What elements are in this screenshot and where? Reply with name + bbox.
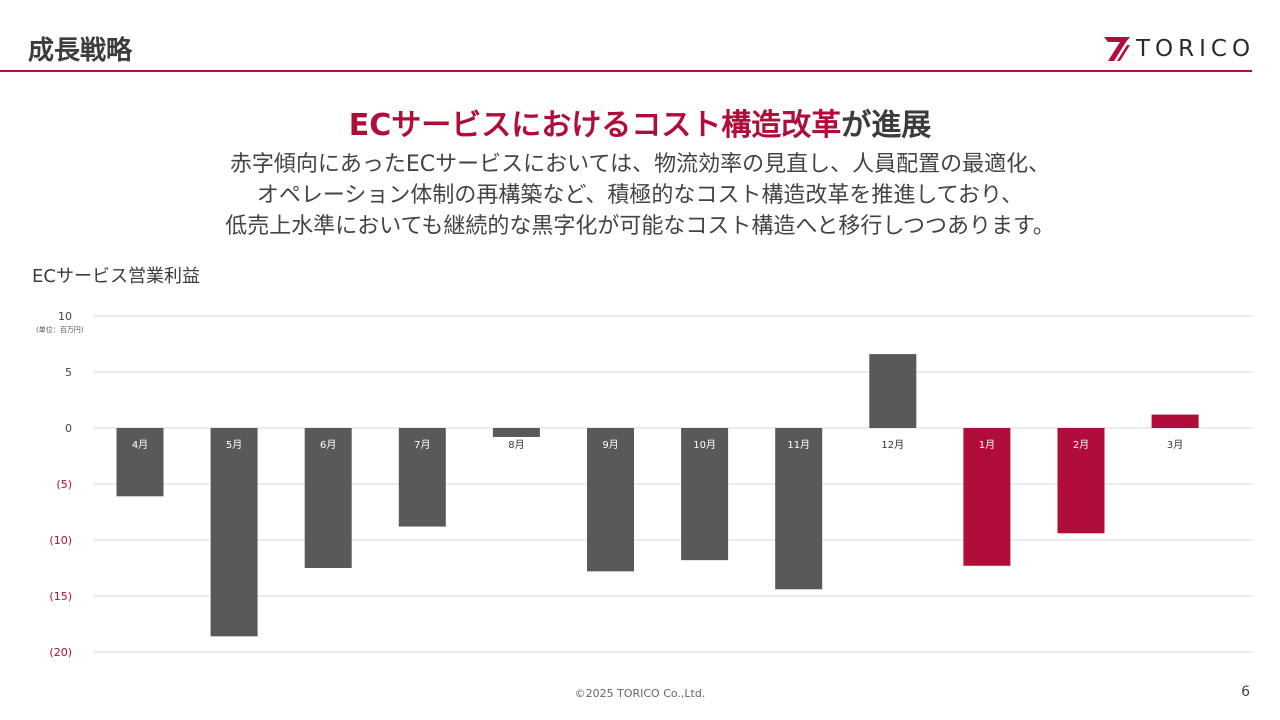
- lead-line: オペレーション体制の再構築など、積極的なコスト構造改革を推進しており、: [256, 183, 1024, 208]
- x-tick-label: 8月: [508, 439, 524, 451]
- y-tick-label: 5: [65, 366, 72, 379]
- x-tick-label: 6月: [320, 439, 336, 451]
- x-tick-label: 3月: [1167, 439, 1183, 451]
- bar: [775, 428, 823, 590]
- logo-text: TORICO: [1136, 36, 1256, 62]
- bar: [1151, 414, 1199, 428]
- footer-copyright: ©2025 TORICO Co.,Ltd.: [574, 687, 706, 700]
- x-tick-label: 4月: [132, 439, 148, 451]
- bar: [681, 428, 729, 561]
- torico-logo: TORICO: [1104, 36, 1255, 62]
- headline: ECサービスにおけるコスト構造改革が進展: [0, 100, 1280, 144]
- bar: [587, 428, 634, 572]
- bar: [398, 428, 446, 527]
- x-tick-label: 5月: [226, 439, 242, 451]
- lead-line: 低売上水準においても継続的な黒字化が可能なコスト構造へと移行しつつあります。: [225, 214, 1055, 239]
- bar: [116, 428, 164, 497]
- x-tick-label: 12月: [881, 439, 904, 451]
- chart-title: ECサービス営業利益: [32, 266, 200, 287]
- header-divider: [0, 70, 1252, 72]
- lead-text: 赤字傾向にあったECサービスにおいては、物流効率の見直し、人員配置の最適化、 オ…: [0, 149, 1280, 242]
- y-tick-label: (15): [49, 590, 72, 603]
- bar: [210, 428, 258, 637]
- logo-mark-icon: [1104, 37, 1130, 61]
- y-tick-label: 10: [58, 310, 72, 323]
- bar: [869, 354, 917, 428]
- bar: [1057, 428, 1105, 534]
- headline-tail: が進展: [841, 108, 932, 143]
- x-tick-label: 10月: [693, 439, 716, 451]
- page-title: 成長戦略: [28, 36, 133, 66]
- page-number: 6: [1241, 684, 1250, 700]
- x-tick-label: 11月: [787, 439, 810, 451]
- bar: [492, 428, 540, 437]
- x-tick-label: 9月: [602, 439, 618, 451]
- lead-line: 赤字傾向にあったECサービスにおいては、物流効率の見直し、人員配置の最適化、: [229, 152, 1051, 177]
- bar: [304, 428, 352, 568]
- y-tick-label: (5): [56, 478, 72, 491]
- headline-accent: ECサービスにおけるコスト構造改革: [348, 108, 842, 143]
- chart-unit-label: (単位：百万円): [36, 326, 84, 334]
- y-tick-label: (10): [49, 534, 72, 547]
- y-tick-label: 0: [65, 422, 72, 435]
- x-tick-label: 7月: [414, 439, 430, 451]
- bar: [963, 428, 1011, 566]
- x-tick-label: 1月: [979, 439, 995, 451]
- x-tick-label: 2月: [1073, 439, 1089, 451]
- y-tick-label: (20): [49, 646, 72, 659]
